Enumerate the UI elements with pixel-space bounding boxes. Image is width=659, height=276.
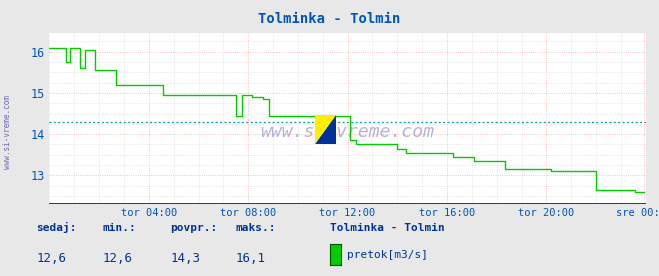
Text: www.si-vreme.com: www.si-vreme.com	[3, 95, 13, 169]
Polygon shape	[315, 115, 336, 144]
Text: www.si-vreme.com: www.si-vreme.com	[260, 123, 435, 141]
Text: 14,3: 14,3	[170, 252, 200, 265]
Text: 12,6: 12,6	[102, 252, 132, 265]
Text: min.:: min.:	[102, 223, 136, 233]
Text: sedaj:: sedaj:	[36, 222, 76, 233]
Text: Tolminka - Tolmin: Tolminka - Tolmin	[330, 223, 444, 233]
Text: povpr.:: povpr.:	[170, 223, 217, 233]
Text: Tolminka - Tolmin: Tolminka - Tolmin	[258, 12, 401, 26]
Text: maks.:: maks.:	[236, 223, 276, 233]
Text: 16,1: 16,1	[236, 252, 266, 265]
Text: 12,6: 12,6	[36, 252, 67, 265]
Text: pretok[m3/s]: pretok[m3/s]	[347, 250, 428, 260]
Polygon shape	[315, 115, 336, 144]
